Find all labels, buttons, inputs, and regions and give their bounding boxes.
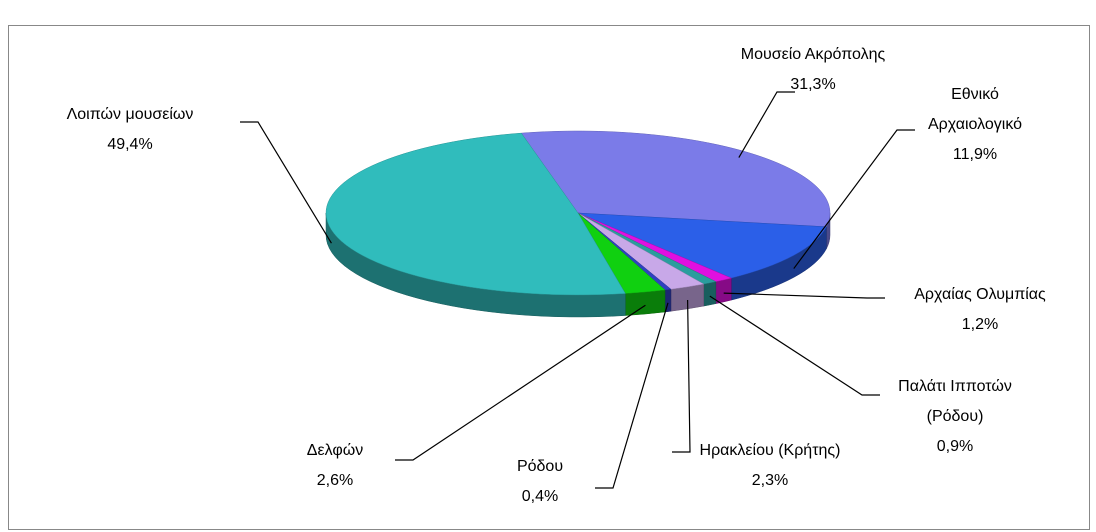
data-label: Ρόδου 0,4% [480,452,600,512]
category-label: Παλάτι Ιπποτών (Ρόδου) [898,378,1012,425]
value-label: 11,9% [952,146,998,163]
slice-side [703,281,717,307]
leader-line [595,302,669,489]
leader-line [395,304,646,461]
data-label: Ηρακλείου (Κρήτης) 2,3% [660,436,880,496]
value-label: 31,3% [790,76,836,93]
category-label: Δελφών [306,442,364,459]
category-label: Ηρακλείου (Κρήτης) [699,442,841,459]
slice [520,130,831,228]
leader-line [738,91,795,158]
slice [577,212,827,279]
leader-line [709,295,880,396]
category-label: Αρχαίας Ολυμπίας [914,286,1046,303]
data-label: Μουσείο Ακρόπολης 31,3% [703,40,923,100]
leader-line [793,129,915,269]
leader-line [240,121,332,244]
value-label: 49,4% [107,136,153,153]
category-label: Ρόδου [516,458,564,475]
category-label: Λοιπών μουσείων [66,106,194,123]
leader-line [723,292,885,299]
leader-line [672,300,691,453]
data-label: Λοιπών μουσείων 49,4% [20,100,240,160]
data-label: Παλάτι Ιπποτών (Ρόδου) 0,9% [880,372,1030,462]
slice-side [625,289,666,316]
value-label: 2,6% [316,472,354,489]
slice-side [715,277,732,304]
slice [325,132,626,296]
data-label: Δελφών 2,6% [255,436,415,496]
category-label: Μουσείο Ακρόπολης [740,46,886,63]
data-label: Αρχαίας Ολυμπίας 1,2% [870,280,1090,340]
chart-frame [8,25,1090,530]
value-label: 2,3% [751,472,789,489]
value-label: 1,2% [961,316,999,333]
value-label: 0,9% [936,438,974,455]
data-label: Εθνικό Αρχαιολογικό 11,9% [905,80,1045,170]
category-label: Εθνικό Αρχαιολογικό [927,86,1023,133]
value-label: 0,4% [521,488,559,505]
